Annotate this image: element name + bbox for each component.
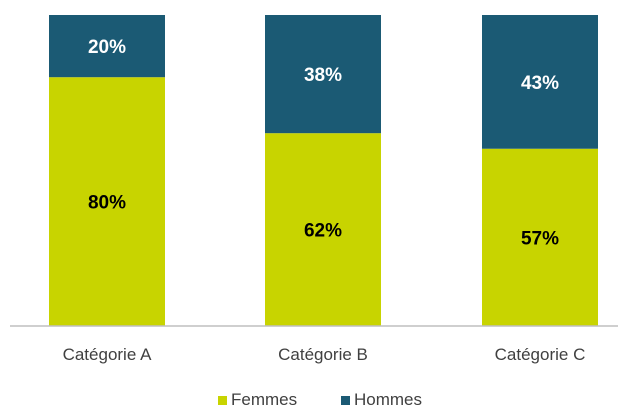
- category-label-categorie-c: Catégorie C: [495, 345, 586, 364]
- bars-group: 80% 20% 62% 38% 57% 43%: [49, 15, 598, 326]
- data-label-femmes-categorie-a: 80%: [88, 193, 126, 214]
- data-label-femmes-categorie-b: 62%: [304, 221, 342, 242]
- category-label-categorie-b: Catégorie B: [278, 345, 368, 364]
- legend-swatch-hommes: [341, 396, 350, 405]
- data-label-femmes-categorie-c: 57%: [521, 228, 559, 249]
- category-label-categorie-a: Catégorie A: [63, 345, 152, 364]
- data-label-hommes-categorie-c: 43%: [521, 73, 559, 94]
- legend-swatch-femmes: [218, 396, 227, 405]
- data-label-hommes-categorie-a: 20%: [88, 37, 126, 58]
- legend-label-femmes: Femmes: [231, 390, 297, 409]
- legend: Femmes Hommes: [218, 390, 422, 409]
- bar-femmes-categorie-c: [482, 148, 598, 326]
- category-labels: Catégorie A Catégorie B Catégorie C: [63, 345, 586, 364]
- bar-hommes-categorie-c: [482, 15, 598, 149]
- bar-hommes-categorie-a: [49, 15, 165, 78]
- bar-femmes-categorie-b: [265, 133, 381, 326]
- bar-hommes-categorie-b: [265, 15, 381, 134]
- data-label-hommes-categorie-b: 38%: [304, 65, 342, 86]
- bar-femmes-categorie-a: [49, 77, 165, 326]
- legend-label-hommes: Hommes: [354, 390, 422, 409]
